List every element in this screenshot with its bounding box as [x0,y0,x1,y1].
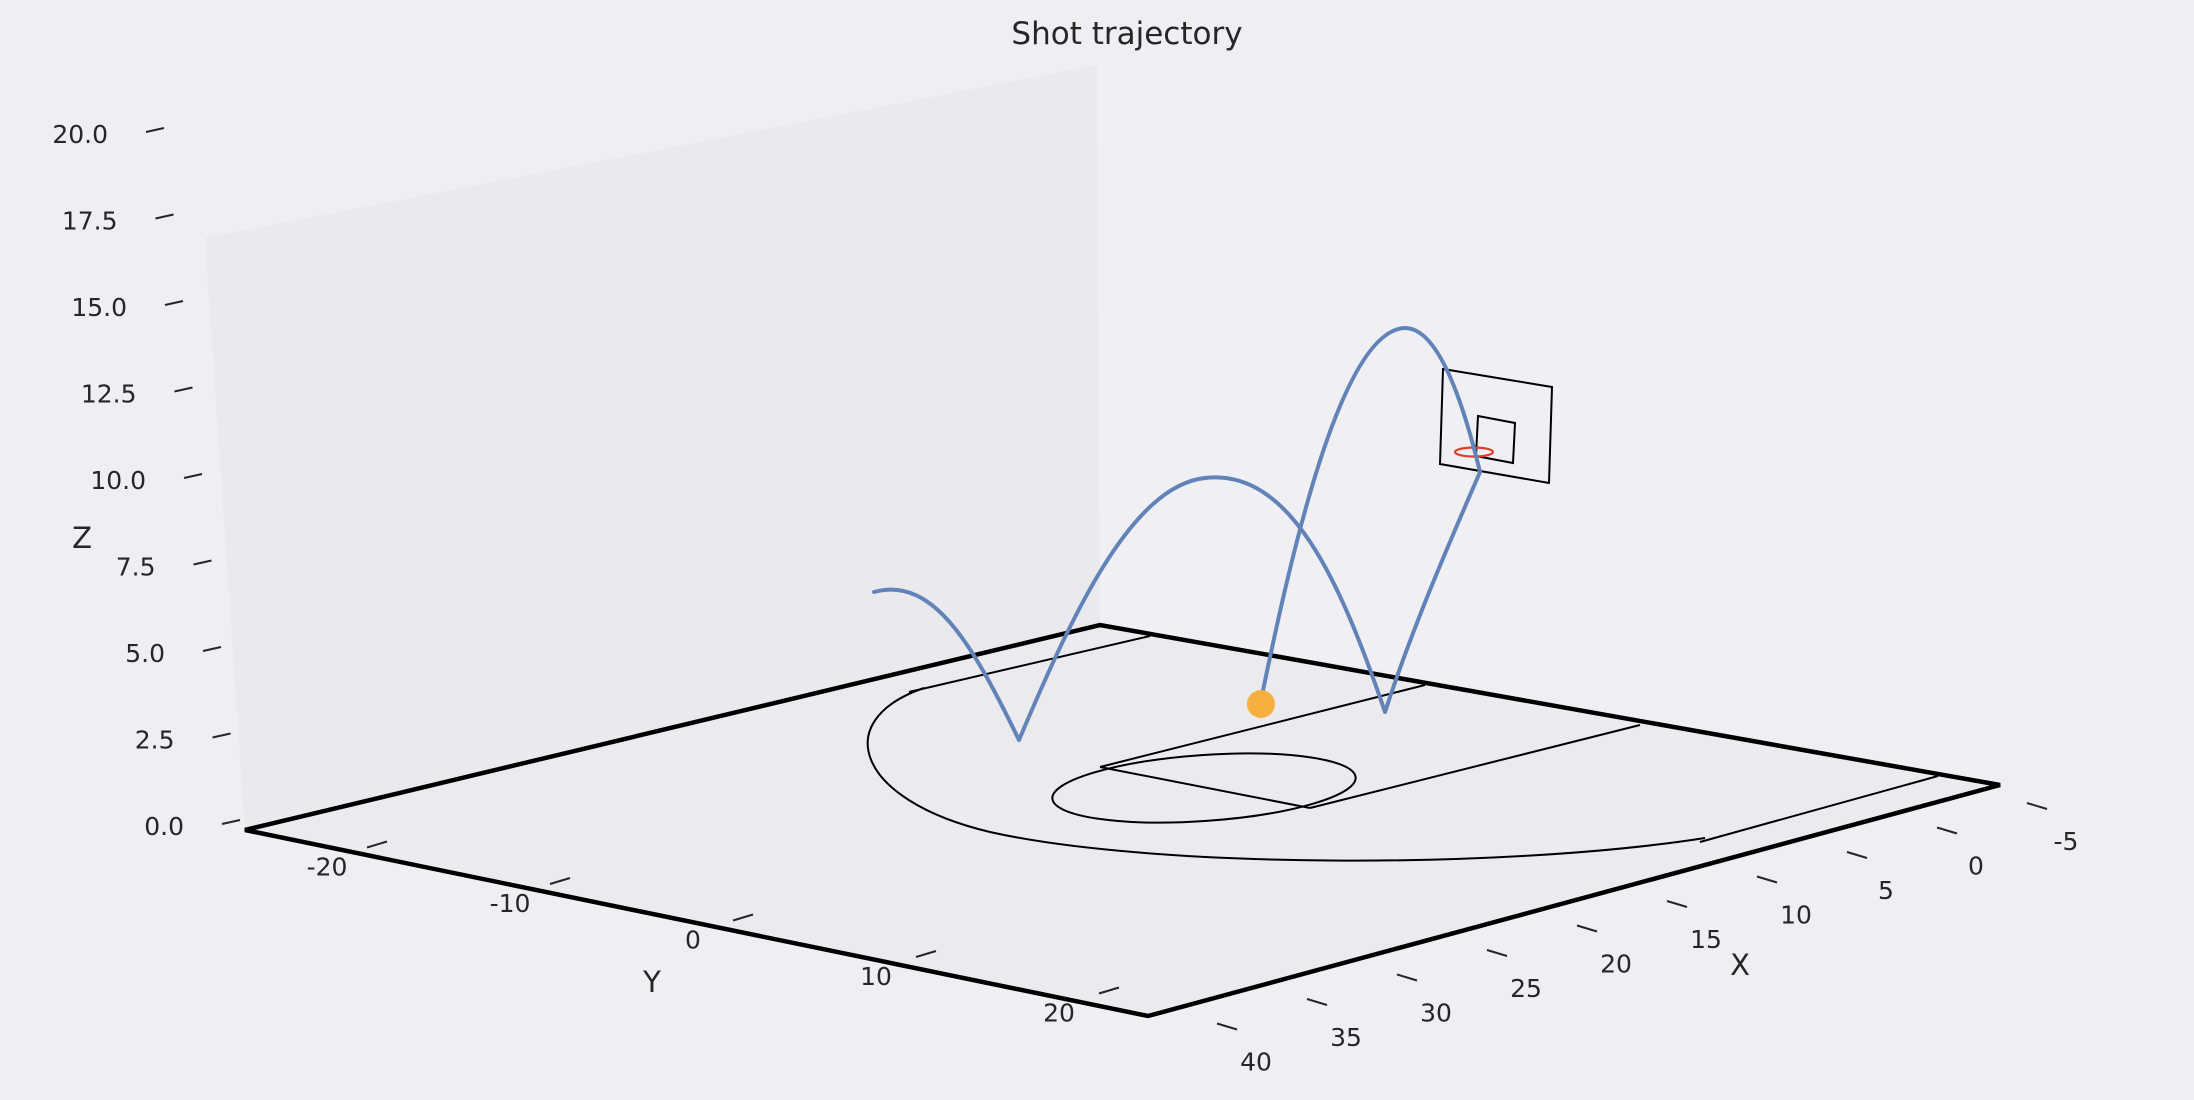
x-tick [1396,973,1418,982]
x-tick [1936,826,1958,835]
three-point-line [908,635,1151,693]
z-tick-label: 5.0 [125,639,165,668]
y-tick-label: 10 [860,962,892,991]
z-tick [193,559,212,566]
backboard [1438,367,1554,485]
x-tick-label: 0 [1968,852,1984,881]
y-tick [732,913,754,922]
x-tick-label: 15 [1690,925,1722,954]
z-tick-label: 7.5 [116,553,156,582]
x-tick [1216,1022,1238,1031]
z-tick [145,127,165,133]
y-tick-label: -10 [490,889,531,918]
free-throw-circle [1051,752,1357,824]
y-tick-label: -20 [307,853,348,882]
y-tick [1098,986,1120,995]
z-tick [212,732,231,739]
x-tick-label: 35 [1330,1023,1362,1052]
z-tick-label: 10.0 [90,466,146,495]
y-axis-label: Y [642,965,661,999]
chart-title: Shot trajectory [1011,16,1242,52]
trajectory-line [872,325,1482,742]
z-tick-label: 15.0 [71,293,127,322]
x-tick [1486,949,1508,957]
z-tick [155,213,174,220]
x-tick-label: 20 [1600,950,1632,979]
y-tick-label: 20 [1043,999,1075,1028]
z-tick [174,386,193,393]
ball-marker [1247,690,1275,718]
z-tick [202,646,222,652]
three-point-line-right [1699,775,1939,843]
z-tick-label: 0.0 [144,812,184,841]
y-tick [549,877,571,885]
x-tick [1306,998,1328,1006]
x-tick [2026,802,2048,810]
z-tick [221,819,241,825]
x-tick-label: -5 [2054,827,2079,856]
z-tick-label: 2.5 [135,726,175,755]
x-tick [1756,875,1778,884]
x-tick [1846,851,1868,859]
free-throw-line [1099,766,1311,809]
court-boundary [244,622,2001,1019]
y-tick [915,950,937,958]
x-tick-label: 10 [1780,901,1812,930]
left-pane [205,65,1100,830]
z-tick-label: 20.0 [52,120,108,149]
z-tick [183,473,203,479]
x-tick-label: 30 [1420,999,1452,1028]
basketball-court [244,367,2001,1019]
three-point-arc [866,687,1706,862]
lane-line-left [1099,684,1426,768]
z-axis-label: Z [72,521,92,555]
x-tick [1666,900,1688,908]
x-tick-label: 40 [1240,1048,1272,1077]
backboard-square [1474,414,1517,465]
axis-ticks: 0.0 2.5 5.0 7.5 10.0 12.5 15.0 17.5 20.0 -20 -10 0 1… [52,120,2078,1077]
y-tick-label: 0 [685,926,701,955]
y-tick [366,840,388,849]
x-axis-label: X [1730,948,1750,982]
z-tick-label: 12.5 [81,380,137,409]
x-tick-label: 25 [1510,974,1542,1003]
axis-panes [205,65,2104,1016]
x-tick [1576,924,1598,933]
x-tick-label: 5 [1878,876,1894,905]
z-tick-label: 17.5 [62,207,118,236]
back-pane [1097,65,2104,775]
z-tick [164,300,184,306]
lane-line-right [1309,724,1641,809]
